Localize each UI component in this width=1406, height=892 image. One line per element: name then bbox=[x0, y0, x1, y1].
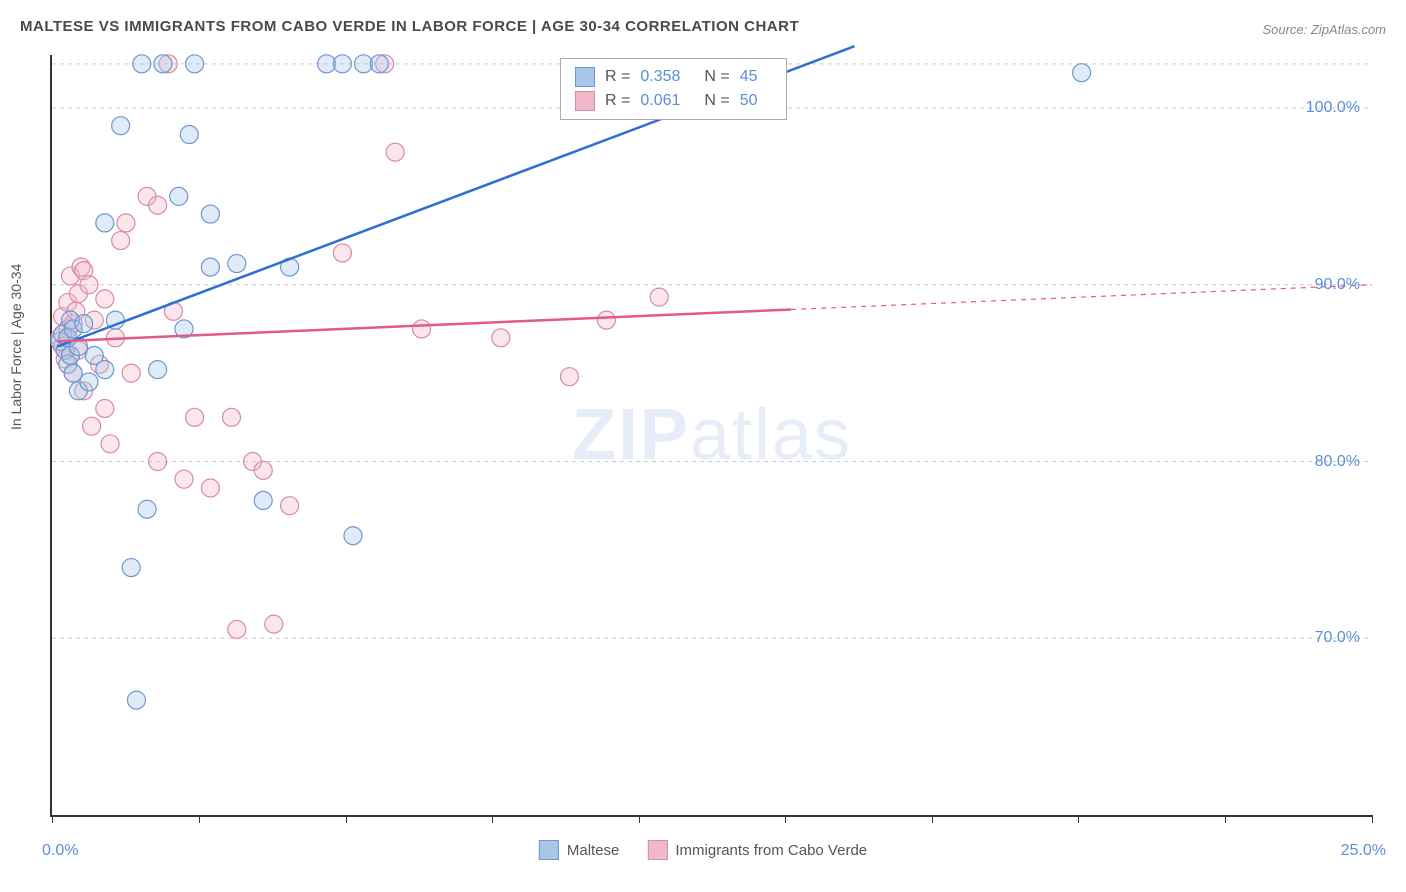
x-axis-min-label: 0.0% bbox=[42, 842, 78, 860]
x-tick bbox=[492, 815, 493, 823]
legend-label-series2: Immigrants from Cabo Verde bbox=[675, 842, 867, 859]
n-value-series2: 50 bbox=[740, 92, 758, 110]
scatter-svg bbox=[52, 55, 1372, 815]
legend-label-series1: Maltese bbox=[567, 842, 620, 859]
x-tick bbox=[1078, 815, 1079, 823]
x-tick bbox=[639, 815, 640, 823]
n-label: N = bbox=[704, 68, 729, 86]
source-attribution: Source: ZipAtlas.com bbox=[1262, 22, 1386, 37]
legend-swatch-series1 bbox=[539, 840, 559, 860]
r-value-series2: 0.061 bbox=[640, 92, 680, 110]
stats-box: R = 0.358 N = 45 R = 0.061 N = 50 bbox=[560, 58, 787, 120]
n-label: N = bbox=[704, 92, 729, 110]
x-axis-max-label: 25.0% bbox=[1341, 842, 1386, 860]
x-tick bbox=[52, 815, 53, 823]
stats-row-series1: R = 0.358 N = 45 bbox=[575, 65, 772, 89]
legend-item-series1: Maltese bbox=[539, 840, 620, 860]
y-tick-label: 100.0% bbox=[1306, 99, 1360, 117]
legend-swatch-series2 bbox=[647, 840, 667, 860]
x-tick bbox=[1225, 815, 1226, 823]
chart-title: MALTESE VS IMMIGRANTS FROM CABO VERDE IN… bbox=[20, 18, 799, 35]
y-tick-label: 70.0% bbox=[1315, 629, 1360, 647]
stats-row-series2: R = 0.061 N = 50 bbox=[575, 89, 772, 113]
r-label: R = bbox=[605, 68, 630, 86]
r-value-series1: 0.358 bbox=[640, 68, 680, 86]
y-axis-title: In Labor Force | Age 30-34 bbox=[8, 264, 24, 430]
x-tick bbox=[199, 815, 200, 823]
y-tick-label: 80.0% bbox=[1315, 453, 1360, 471]
x-tick bbox=[932, 815, 933, 823]
r-label: R = bbox=[605, 92, 630, 110]
y-tick-label: 90.0% bbox=[1315, 276, 1360, 294]
swatch-series1 bbox=[575, 67, 595, 87]
x-tick bbox=[1372, 815, 1373, 823]
x-tick bbox=[346, 815, 347, 823]
legend-item-series2: Immigrants from Cabo Verde bbox=[647, 840, 867, 860]
bottom-legend: Maltese Immigrants from Cabo Verde bbox=[539, 840, 867, 860]
plot-area: 70.0%80.0%90.0%100.0% ZIPatlas bbox=[50, 55, 1372, 817]
n-value-series1: 45 bbox=[740, 68, 758, 86]
x-tick bbox=[785, 815, 786, 823]
swatch-series2 bbox=[575, 91, 595, 111]
